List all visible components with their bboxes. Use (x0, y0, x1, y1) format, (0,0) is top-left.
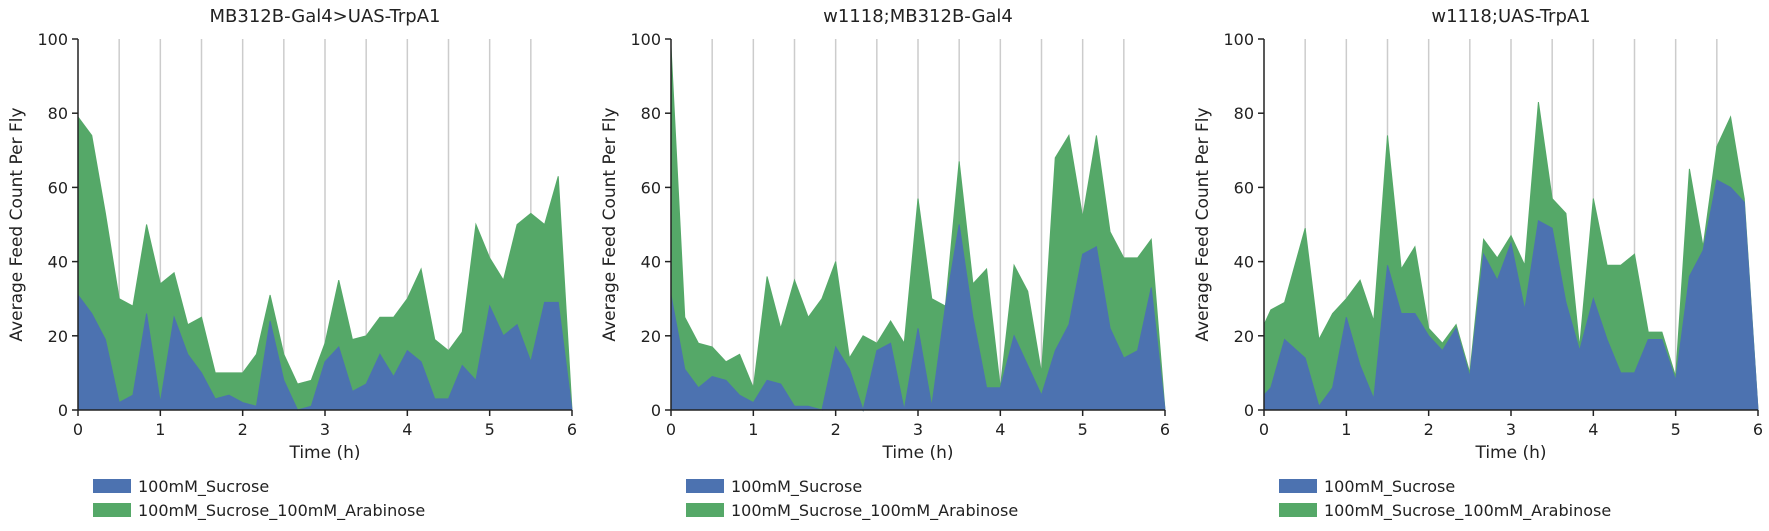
x-tick-label: 5 (1671, 420, 1681, 439)
x-tick-label: 0 (1259, 420, 1269, 439)
legend-swatch (93, 503, 131, 517)
chart-panel-3: 0 20 40 60 80 100 0 1 2 3 4 5 6 w1118;UAS-TrpA1 Time (… (1193, 6, 1763, 521)
x-tick-label: 6 (1160, 420, 1170, 439)
x-tick-label: 1 (748, 420, 758, 439)
x-tick-label: 0 (73, 420, 83, 439)
x-tick-label: 6 (1753, 420, 1763, 439)
x-tick-label: 5 (485, 420, 495, 439)
x-axis-label: Time (h) (881, 443, 953, 463)
legend-label: 100mM_Sucrose (138, 477, 269, 497)
x-tick-label: 3 (913, 420, 923, 439)
y-tick-label: 60 (48, 178, 68, 197)
y-tick-label: 100 (630, 30, 661, 49)
area-series-sucrose (77, 293, 573, 411)
y-axis-label: Average Feed Count Per Fly (7, 107, 27, 341)
legend-label: 100mM_Sucrose_100mM_Arabinose (731, 501, 1018, 521)
y-tick-label: 40 (48, 253, 68, 272)
legend-label: 100mM_Sucrose (731, 477, 862, 497)
x-tick-label: 1 (155, 420, 165, 439)
chart-title: w1118;UAS-TrpA1 (1431, 6, 1590, 27)
x-tick-label: 1 (1341, 420, 1351, 439)
x-tick-label: 4 (402, 420, 412, 439)
y-axis-label: Average Feed Count Per Fly (600, 107, 620, 341)
legend-swatch (686, 479, 724, 493)
legend: 100mM_Sucrose 100mM_Sucrose_100mM_Arabino… (686, 477, 1018, 521)
x-tick-label: 4 (1588, 420, 1598, 439)
x-tick-label: 2 (1424, 420, 1434, 439)
y-tick-label: 0 (1244, 401, 1254, 420)
y-tick-label: 20 (641, 327, 661, 346)
y-tick-label: 60 (641, 178, 661, 197)
y-tick-label: 60 (1234, 178, 1254, 197)
y-tick-label: 0 (651, 401, 661, 420)
x-tick-label: 3 (320, 420, 330, 439)
chart-panel-2: 0 20 40 60 80 100 0 1 2 3 4 5 6 w1118;MB312B-Gal4 Time… (600, 6, 1170, 521)
y-tick-label: 100 (37, 30, 68, 49)
y-tick-label: 80 (48, 104, 68, 123)
legend-swatch (1279, 503, 1317, 517)
legend-label: 100mM_Sucrose (1324, 477, 1455, 497)
area-series-sucrose (670, 224, 1166, 412)
y-tick-label: 100 (1223, 30, 1254, 49)
legend-swatch (93, 479, 131, 493)
x-axis-label: Time (h) (288, 443, 360, 463)
chart-panel-1: 0 20 40 60 80 100 0 1 2 3 4 5 6 MB312B-Gal4>UAS-TrpA1… (7, 6, 577, 521)
x-tick-label: 6 (567, 420, 577, 439)
legend-label: 100mM_Sucrose_100mM_Arabinose (138, 501, 425, 521)
legend-label: 100mM_Sucrose_100mM_Arabinose (1324, 501, 1611, 521)
x-tick-label: 0 (666, 420, 676, 439)
y-tick-label: 0 (58, 401, 68, 420)
y-axis-label: Average Feed Count Per Fly (1193, 107, 1213, 341)
y-tick-label: 20 (48, 327, 68, 346)
y-tick-label: 80 (641, 104, 661, 123)
legend-swatch (686, 503, 724, 517)
y-tick-label: 20 (1234, 327, 1254, 346)
y-tick-label: 80 (1234, 104, 1254, 123)
x-axis-label: Time (h) (1474, 443, 1546, 463)
x-tick-label: 3 (1506, 420, 1516, 439)
x-tick-label: 4 (995, 420, 1005, 439)
legend: 100mM_Sucrose 100mM_Sucrose_100mM_Arabino… (93, 477, 425, 521)
x-tick-label: 2 (238, 420, 248, 439)
chart-title: w1118;MB312B-Gal4 (823, 6, 1013, 27)
area-series-sucrose (1263, 179, 1759, 411)
legend: 100mM_Sucrose 100mM_Sucrose_100mM_Arabino… (1279, 477, 1611, 521)
legend-swatch (1279, 479, 1317, 493)
x-tick-label: 5 (1078, 420, 1088, 439)
x-tick-label: 2 (831, 420, 841, 439)
chart-title: MB312B-Gal4>UAS-TrpA1 (210, 6, 441, 27)
y-tick-label: 40 (1234, 253, 1254, 272)
y-tick-label: 40 (641, 253, 661, 272)
